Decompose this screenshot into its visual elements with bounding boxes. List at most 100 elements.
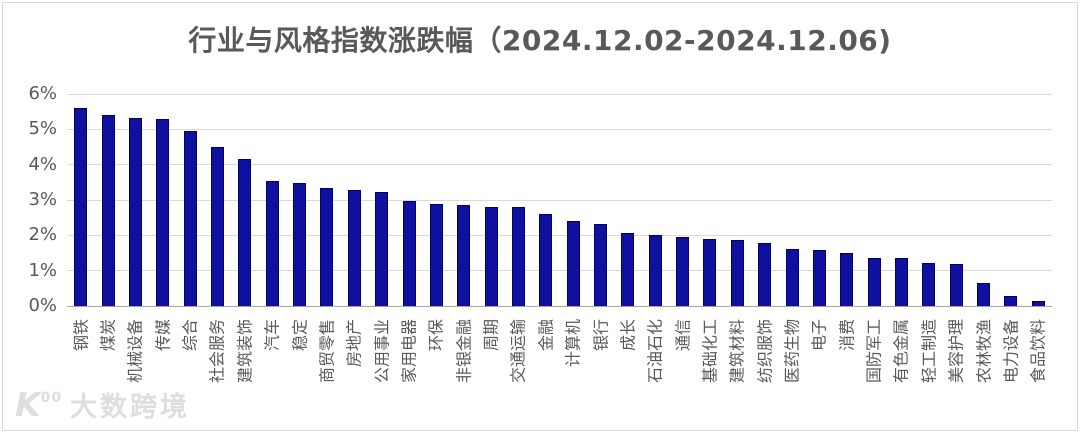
x-label-cell: 非银金融 <box>450 312 477 430</box>
x-tick-label: 基础化工 <box>700 319 720 384</box>
x-label-cell: 轻工制造 <box>915 312 942 430</box>
x-label-cell: 农林牧渔 <box>970 312 997 430</box>
bar-消费 <box>840 253 854 306</box>
x-tick-label: 银行 <box>591 319 611 352</box>
bar-医药生物 <box>785 249 799 306</box>
x-tick-label: 食品饮料 <box>1028 319 1048 384</box>
x-tick-label: 农林牧渔 <box>974 319 994 384</box>
y-tick-label: 4% <box>28 153 57 175</box>
x-label-cell: 家用电器 <box>395 312 422 430</box>
gridline-0% <box>67 305 1052 307</box>
x-label-cell: 电子 <box>806 312 833 430</box>
x-tick-label: 电子 <box>809 319 829 352</box>
x-tick-label: 石油石化 <box>645 319 665 384</box>
x-label-cell: 国防军工 <box>860 312 887 430</box>
x-tick-label: 美容护理 <box>946 319 966 384</box>
watermark-logo-sup: 00 <box>40 390 63 406</box>
x-axis-labels: 钢铁 煤炭 机械设备 传媒 综合 社会服务 建筑装饰 汽车 稳定 商贸零售 房地产 公用事业 家用电器环… <box>67 312 1052 430</box>
x-tick-label: 交通运输 <box>508 319 528 384</box>
bar-交通运输 <box>511 207 525 306</box>
x-tick-label: 稳定 <box>290 319 310 352</box>
bar-农林牧渔 <box>977 283 991 306</box>
x-label-cell: 有色金属 <box>888 312 915 430</box>
x-label-cell: 环保 <box>423 312 450 430</box>
x-tick-label: 成长 <box>618 319 638 352</box>
bar-建筑材料 <box>730 240 744 306</box>
x-tick-label: 商贸零售 <box>317 319 337 384</box>
x-tick-label: 建筑材料 <box>727 319 747 384</box>
bar-煤炭 <box>101 114 115 306</box>
x-label-cell: 电力设备 <box>997 312 1024 430</box>
x-label-cell: 计算机 <box>559 312 586 430</box>
y-tick-label: 5% <box>28 118 57 140</box>
x-tick-label: 房地产 <box>344 319 364 368</box>
x-tick-label: 金融 <box>536 319 556 352</box>
bar-房地产 <box>347 190 361 306</box>
x-tick-label: 家用电器 <box>399 319 419 384</box>
x-tick-label: 纺织服饰 <box>755 319 775 384</box>
x-label-cell: 基础化工 <box>696 312 723 430</box>
x-tick-label: 消费 <box>837 319 857 352</box>
bar-基础化工 <box>703 238 717 306</box>
x-label-cell: 建筑材料 <box>724 312 751 430</box>
x-tick-label: 计算机 <box>563 319 583 368</box>
x-tick-label: 煤炭 <box>98 319 118 352</box>
x-tick-label: 非银金融 <box>454 319 474 384</box>
bar-食品饮料 <box>1031 300 1045 306</box>
chart-title: 行业与风格指数涨跌幅（2024.12.02-2024.12.06) <box>188 24 892 57</box>
x-label-cell: 公用事业 <box>368 312 395 430</box>
y-tick-label: 2% <box>28 224 57 246</box>
x-tick-label: 周期 <box>481 319 501 352</box>
x-tick-label: 综合 <box>180 319 200 352</box>
gridline-4% <box>67 164 1052 166</box>
gridline-2% <box>67 234 1052 236</box>
x-tick-label: 电力设备 <box>1001 319 1021 384</box>
x-tick-label: 有色金属 <box>891 319 911 384</box>
bar-稳定 <box>293 183 307 306</box>
bar-国防军工 <box>867 257 881 306</box>
bar-银行 <box>594 223 608 306</box>
x-label-cell: 交通运输 <box>505 312 532 430</box>
gridline-6% <box>67 93 1052 95</box>
y-tick-label: 3% <box>28 189 57 210</box>
y-tick-label: 6% <box>28 83 57 104</box>
x-tick-label: 国防军工 <box>864 319 884 384</box>
bar-轻工制造 <box>922 263 936 306</box>
watermark-text: 大数跨境 <box>70 392 191 423</box>
x-label-cell: 周期 <box>477 312 504 430</box>
x-label-cell: 美容护理 <box>943 312 970 430</box>
x-label-cell: 金融 <box>532 312 559 430</box>
x-label-cell: 稳定 <box>286 312 313 430</box>
gridline-3% <box>67 199 1052 201</box>
plot-area <box>67 93 1052 307</box>
bar-纺织服饰 <box>758 243 772 306</box>
x-label-cell: 汽车 <box>259 312 286 430</box>
bar-机械设备 <box>128 118 142 306</box>
x-label-cell: 石油石化 <box>642 312 669 430</box>
bar-环保 <box>429 203 443 306</box>
bar-通信 <box>676 237 690 306</box>
x-tick-label: 汽车 <box>262 319 282 352</box>
bar-钢铁 <box>74 108 88 306</box>
x-tick-label: 轻工制造 <box>919 319 939 384</box>
bar-商贸零售 <box>320 187 334 306</box>
x-tick-label: 通信 <box>673 319 693 352</box>
gridline-1% <box>67 270 1052 272</box>
bar-石油石化 <box>648 234 662 306</box>
bar-家用电器 <box>402 201 416 306</box>
x-label-cell: 医药生物 <box>778 312 805 430</box>
bar-综合 <box>183 131 197 306</box>
x-tick-label: 公用事业 <box>372 319 392 384</box>
bar-传媒 <box>156 119 170 306</box>
x-label-cell: 食品饮料 <box>1025 312 1052 430</box>
bar-非银金融 <box>457 204 471 306</box>
bar-电子 <box>812 250 826 306</box>
y-tick-label: 0% <box>28 295 57 316</box>
bar-计算机 <box>566 220 580 306</box>
x-tick-label: 钢铁 <box>71 319 91 352</box>
watermark: K 00 大数跨境 <box>15 385 190 424</box>
x-label-cell: 消费 <box>833 312 860 430</box>
x-tick-label: 医药生物 <box>782 319 802 384</box>
x-tick-label: 社会服务 <box>207 319 227 384</box>
